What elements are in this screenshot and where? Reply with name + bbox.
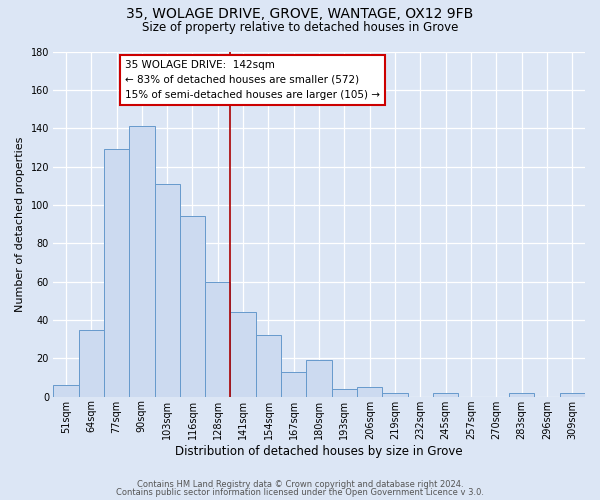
Bar [509, 393, 535, 396]
Bar [205, 282, 230, 397]
Bar [560, 393, 585, 396]
Bar [433, 393, 458, 396]
Bar [53, 385, 79, 396]
Bar [281, 372, 307, 396]
Bar [382, 393, 408, 396]
Bar [129, 126, 155, 396]
Text: Contains HM Land Registry data © Crown copyright and database right 2024.: Contains HM Land Registry data © Crown c… [137, 480, 463, 489]
Text: Contains public sector information licensed under the Open Government Licence v : Contains public sector information licen… [116, 488, 484, 497]
Bar [180, 216, 205, 396]
Bar [155, 184, 180, 396]
Text: 35 WOLAGE DRIVE:  142sqm
← 83% of detached houses are smaller (572)
15% of semi-: 35 WOLAGE DRIVE: 142sqm ← 83% of detache… [125, 60, 380, 100]
Bar [79, 330, 104, 396]
X-axis label: Distribution of detached houses by size in Grove: Distribution of detached houses by size … [175, 444, 463, 458]
Bar [256, 336, 281, 396]
Text: Size of property relative to detached houses in Grove: Size of property relative to detached ho… [142, 21, 458, 34]
Y-axis label: Number of detached properties: Number of detached properties [15, 136, 25, 312]
Bar [307, 360, 332, 397]
Text: 35, WOLAGE DRIVE, GROVE, WANTAGE, OX12 9FB: 35, WOLAGE DRIVE, GROVE, WANTAGE, OX12 9… [127, 8, 473, 22]
Bar [332, 389, 357, 396]
Bar [104, 150, 129, 396]
Bar [357, 387, 382, 396]
Bar [230, 312, 256, 396]
